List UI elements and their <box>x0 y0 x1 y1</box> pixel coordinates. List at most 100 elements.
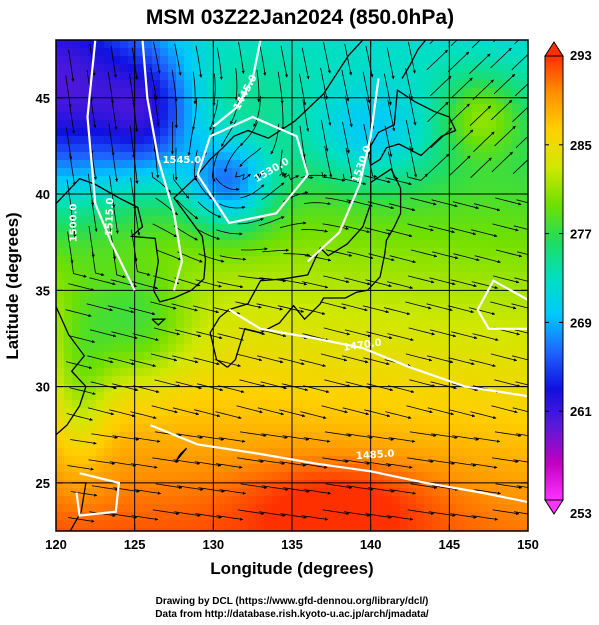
heat-cell <box>480 456 489 465</box>
heat-cell <box>312 288 321 297</box>
heat-cell <box>248 296 257 305</box>
heat-cell <box>248 216 257 225</box>
heat-cell <box>416 264 425 273</box>
heat-cell <box>352 296 361 305</box>
heat-cell <box>280 320 289 329</box>
heat-cell <box>472 224 481 233</box>
heat-cell <box>56 352 65 361</box>
heat-cell <box>368 224 377 233</box>
heat-cell <box>448 472 457 481</box>
heat-cell <box>192 120 201 129</box>
heat-cell <box>472 176 481 185</box>
heat-cell <box>64 128 73 137</box>
streamline <box>431 199 458 208</box>
heat-cell <box>480 72 489 81</box>
heat-cell <box>472 64 481 73</box>
heat-cell <box>184 232 193 241</box>
heat-cell <box>456 40 465 49</box>
heat-cell <box>480 192 489 201</box>
heat-cell <box>56 224 65 233</box>
heat-cell <box>104 216 113 225</box>
heat-cell <box>472 120 481 129</box>
heat-cell <box>424 408 433 417</box>
heat-cell <box>304 64 313 73</box>
streamline <box>218 437 246 443</box>
heat-cell <box>200 488 209 497</box>
streamline <box>300 463 328 469</box>
heat-cell <box>432 448 441 457</box>
heat-cell <box>368 488 377 497</box>
heat-cell <box>200 512 209 521</box>
heat-cell <box>504 424 513 433</box>
heat-cell <box>496 176 505 185</box>
heat-cell <box>504 344 513 353</box>
heat-cell <box>80 120 89 129</box>
heat-cell <box>320 392 329 401</box>
heat-cell <box>344 200 353 209</box>
streamline <box>153 275 180 285</box>
heat-cell <box>512 464 521 473</box>
heat-cell <box>328 256 337 265</box>
heat-cell <box>504 72 513 81</box>
heat-cell <box>304 112 313 121</box>
heat-cell <box>216 352 225 361</box>
heat-cell <box>184 400 193 409</box>
heat-cell <box>80 240 89 249</box>
streamline <box>342 121 350 154</box>
heat-cell <box>312 440 321 449</box>
heat-cell <box>72 480 81 489</box>
streamline <box>448 357 475 366</box>
heat-cell <box>344 304 353 313</box>
heat-cell <box>344 264 353 273</box>
heat-cell <box>424 288 433 297</box>
heat-cell <box>112 224 121 233</box>
heat-cell <box>504 128 513 137</box>
heat-cell <box>88 408 97 417</box>
streamline <box>493 40 496 43</box>
streamline <box>196 383 224 392</box>
heat-cell <box>120 104 129 113</box>
heat-cell <box>184 280 193 289</box>
heat-cell <box>256 120 265 129</box>
heat-cell <box>408 48 417 57</box>
heat-cell <box>448 392 457 401</box>
heat-cell <box>104 464 113 473</box>
heat-cell <box>424 384 433 393</box>
x-tick-label: 150 <box>517 537 539 552</box>
heat-cell <box>144 520 153 529</box>
heat-cell <box>304 40 313 49</box>
heat-cell <box>496 320 505 329</box>
heat-cell <box>216 336 225 345</box>
heat-cell <box>448 168 457 177</box>
streamline <box>278 357 305 366</box>
heat-cell <box>400 240 409 249</box>
contour-label: 1515.0 <box>104 197 116 236</box>
heat-cell <box>432 64 441 73</box>
heat-cell <box>336 80 345 89</box>
heat-cell <box>432 488 441 497</box>
streamline <box>151 405 178 414</box>
heat-cell <box>320 240 329 249</box>
heat-cell <box>232 312 241 321</box>
heat-cell <box>296 184 305 193</box>
heat-cell <box>424 512 433 521</box>
heat-cell <box>416 392 425 401</box>
heat-cell <box>312 104 321 113</box>
streamline <box>323 275 350 284</box>
heat-cell <box>352 280 361 289</box>
heat-cell <box>496 448 505 457</box>
streamline <box>91 433 118 439</box>
heat-cell <box>384 528 393 531</box>
heat-cell <box>400 320 409 329</box>
streamline <box>346 199 373 207</box>
heat-cell <box>464 416 473 425</box>
heat-cell <box>112 40 121 49</box>
heat-cell <box>328 424 337 433</box>
heat-cell <box>312 416 321 425</box>
heat-cell <box>408 432 417 441</box>
heat-cell <box>280 48 289 57</box>
heat-cell <box>488 208 497 217</box>
heat-cell <box>360 208 369 217</box>
heat-cell <box>88 240 97 249</box>
heat-cell <box>56 408 65 417</box>
